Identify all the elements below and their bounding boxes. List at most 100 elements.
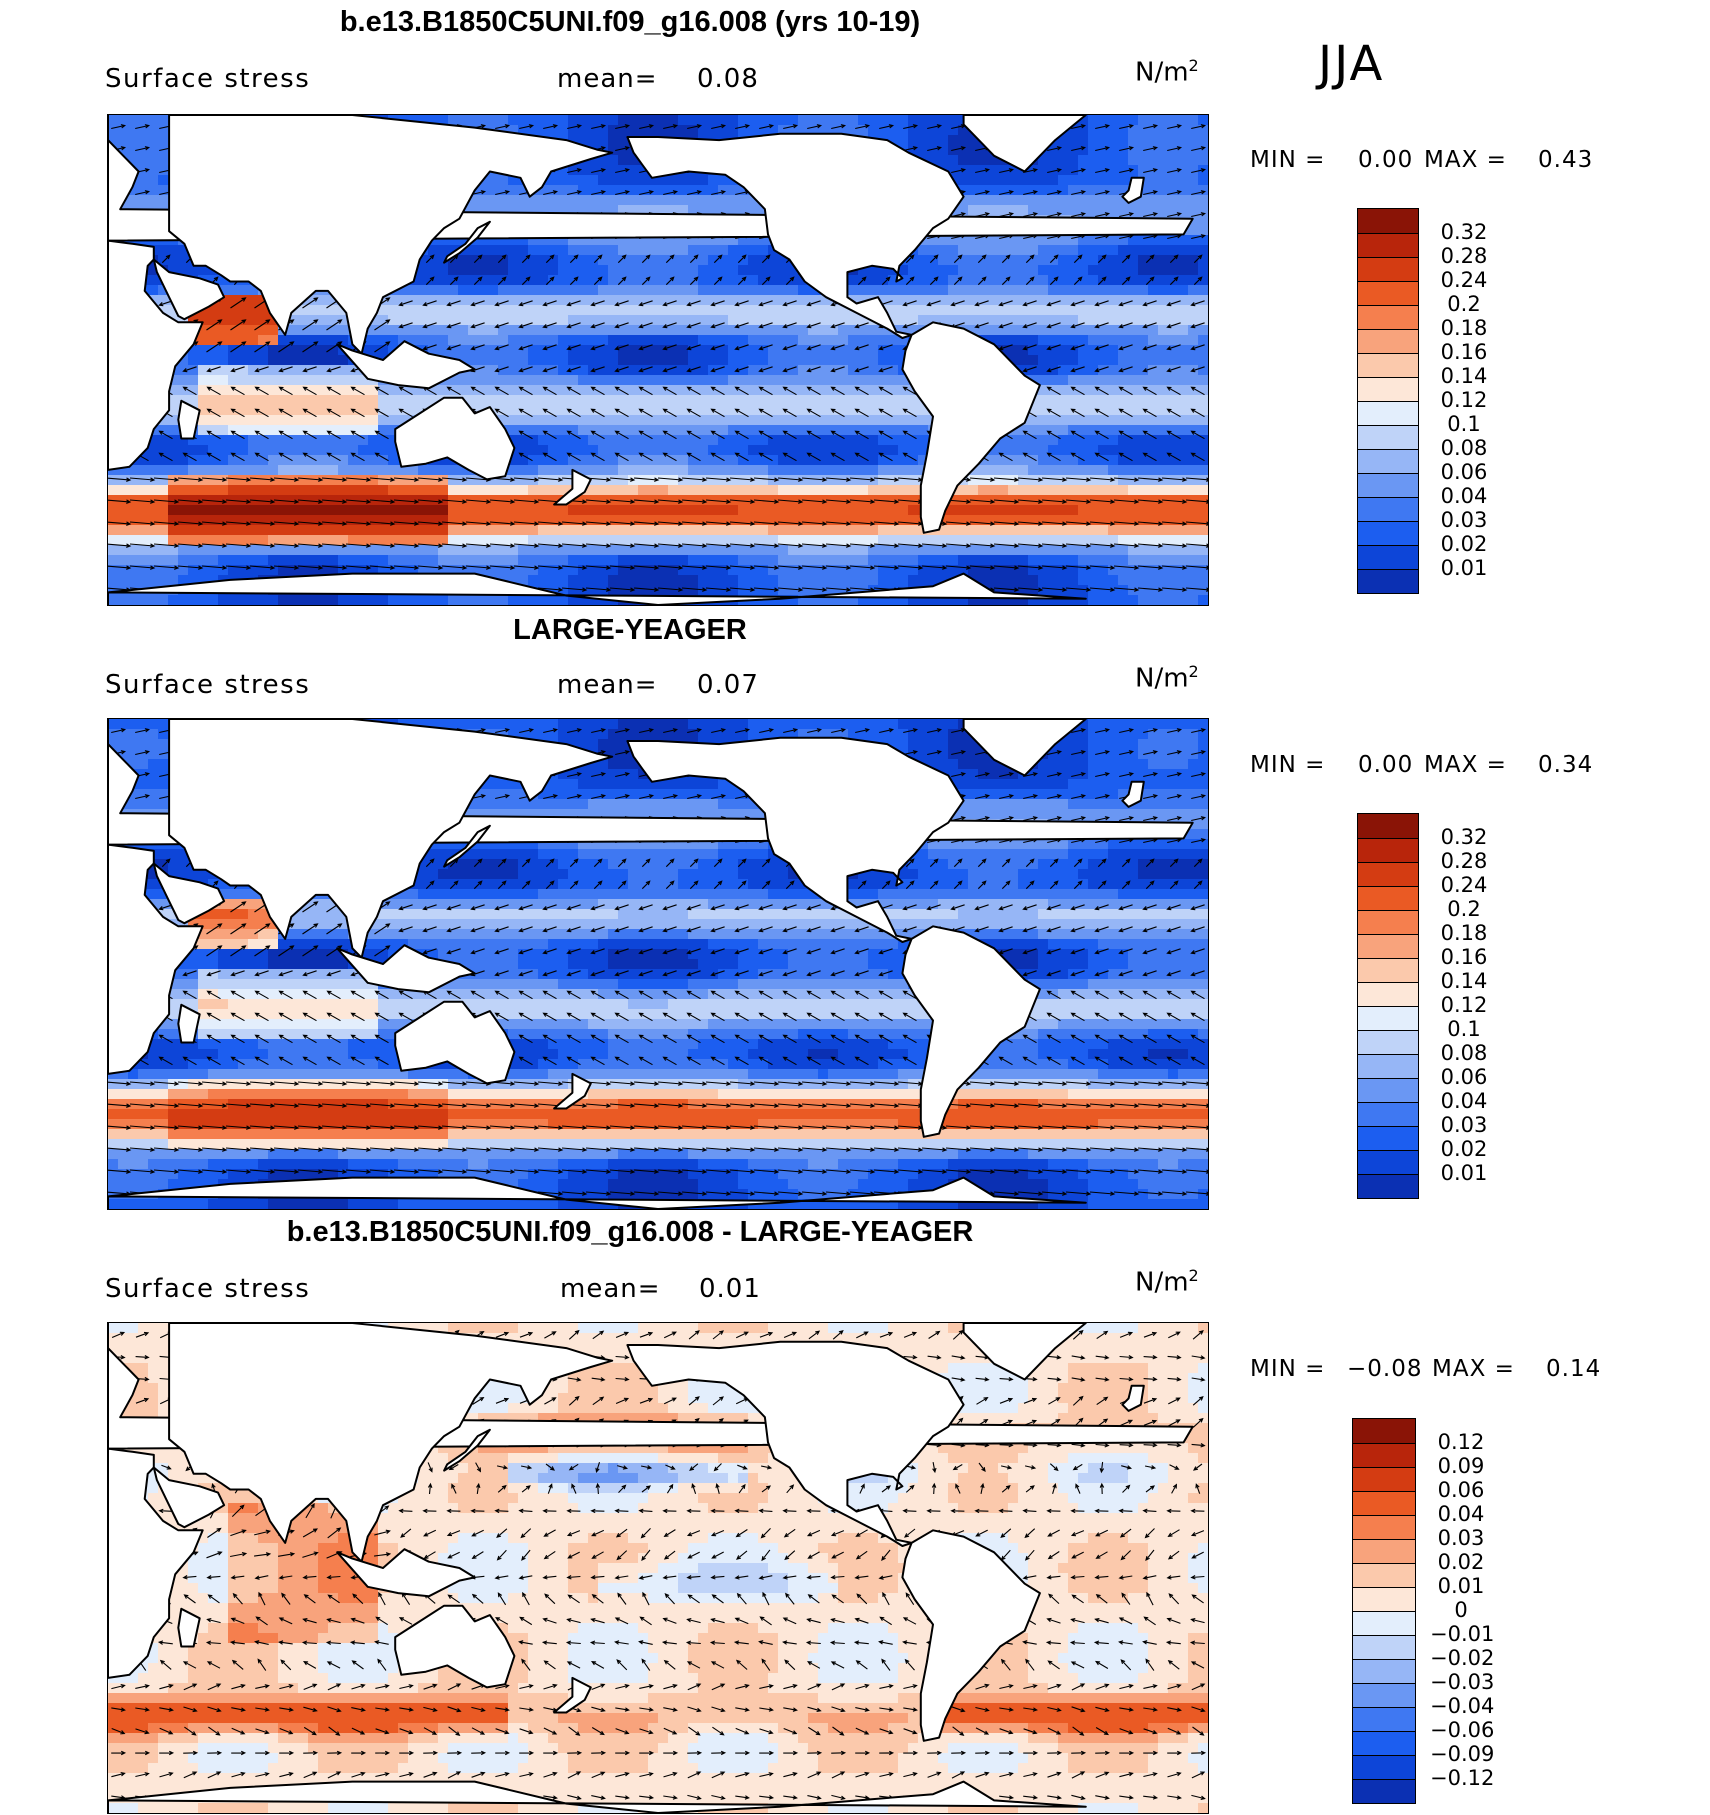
colorbar-swatch <box>1353 1587 1415 1611</box>
colorbar-level-label: 0.03 <box>1440 1113 1488 1137</box>
landmass-asiaMain <box>168 115 614 355</box>
min-label: MIN = <box>1250 147 1326 173</box>
map-frame <box>107 114 1209 606</box>
surface-stress-map <box>108 719 1208 1209</box>
colorbar-level-label: 0.24 <box>1440 873 1488 897</box>
mean-label: mean= <box>557 670 658 700</box>
landmass-australia <box>394 396 516 481</box>
landmass-greenland <box>962 115 1087 173</box>
colorbar-swatch <box>1358 838 1418 862</box>
colorbar-swatch <box>1358 886 1418 910</box>
colorbar-swatch <box>1358 1078 1418 1102</box>
landmass-uk <box>1121 780 1145 808</box>
landmass-nz <box>553 468 592 506</box>
colorbar-swatch <box>1358 934 1418 958</box>
colorbar-level-label: 0.28 <box>1440 244 1488 268</box>
colorbar-level-label: 0.2 <box>1447 897 1481 921</box>
landmass-asia <box>152 258 226 321</box>
colorbar-swatch <box>1358 814 1418 838</box>
min-label: MIN = <box>1250 752 1326 778</box>
colorbar-level-label: 0.06 <box>1440 460 1488 484</box>
colorbar-swatch <box>1353 1707 1415 1731</box>
colorbar-level-label: 0.12 <box>1437 1430 1485 1454</box>
stress-vectors <box>108 124 1208 592</box>
colorbar-swatch <box>1358 1102 1418 1126</box>
colorbar-level-label: 0.08 <box>1440 436 1488 460</box>
min-value: −0.08 <box>1347 1356 1423 1382</box>
colorbar-swatch <box>1358 497 1418 521</box>
landmass-northAmerica <box>626 1340 965 1547</box>
colorbar-swatch <box>1358 281 1418 305</box>
landmass-indonesia <box>336 944 476 994</box>
colorbar-swatch <box>1353 1467 1415 1491</box>
colorbar-level-label: 0.02 <box>1437 1550 1485 1574</box>
colorbar-level-label: 0.14 <box>1440 364 1488 388</box>
colorbar-level-label: 0.08 <box>1440 1041 1488 1065</box>
colorbar-swatch <box>1353 1731 1415 1755</box>
colorbar-swatch <box>1353 1659 1415 1683</box>
colorbar-level-label: 0.14 <box>1440 969 1488 993</box>
colorbar-swatch <box>1358 329 1418 353</box>
colorbar-level-label: 0.18 <box>1440 921 1488 945</box>
landmass-australia <box>394 1604 516 1689</box>
colorbar-level-label: 0.03 <box>1437 1526 1485 1550</box>
landmass-indonesia <box>336 1548 476 1598</box>
colorbar-level-label: −0.02 <box>1430 1646 1495 1670</box>
landmass-greenland <box>962 1323 1087 1381</box>
colorbar-swatch <box>1358 1126 1418 1150</box>
colorbar-level-label: 0.16 <box>1440 945 1488 969</box>
colorbar-level-label: 0.12 <box>1440 993 1488 1017</box>
landmass-northAmerica <box>626 736 965 943</box>
colorbar-level-label: 0.16 <box>1440 340 1488 364</box>
landmass-uk <box>1121 1384 1145 1412</box>
colorbar-level-label: 0.09 <box>1437 1454 1485 1478</box>
panel-title: b.e13.B1850C5UNI.f09_g16.008 - LARGE-YEA… <box>286 1216 974 1248</box>
colorbar-swatch <box>1353 1683 1415 1707</box>
colorbar-swatch <box>1358 305 1418 329</box>
colorbar-swatch <box>1358 353 1418 377</box>
colorbar-swatch <box>1353 1635 1415 1659</box>
landmass-southAmerica <box>901 925 1041 1138</box>
colorbar-swatch <box>1353 1611 1415 1635</box>
colorbar-swatch <box>1353 1563 1415 1587</box>
colorbar-level-label: 0.03 <box>1440 508 1488 532</box>
max-value: 0.14 <box>1546 1356 1602 1382</box>
landmass-antarctica <box>108 572 1087 605</box>
surface-stress-difference-map <box>108 1323 1208 1813</box>
colorbar-swatch <box>1353 1419 1415 1443</box>
colorbar-swatch <box>1358 521 1418 545</box>
season-label: JJA <box>1318 36 1385 92</box>
colorbar-level-label: 0.1 <box>1447 412 1481 436</box>
colorbar-swatch <box>1358 425 1418 449</box>
landmass-southAmerica <box>901 1529 1041 1742</box>
colorbar-level-label: 0.1 <box>1447 1017 1481 1041</box>
min-label: MIN = <box>1250 1356 1326 1382</box>
continents <box>108 719 1194 1209</box>
colorbar-swatch <box>1353 1539 1415 1563</box>
continents <box>108 1323 1194 1813</box>
min-value: 0.00 <box>1358 147 1414 173</box>
map-frame <box>107 1322 1209 1814</box>
landmass-northAmerica <box>626 132 965 339</box>
colorbar-level-label: 0.32 <box>1440 220 1488 244</box>
colorbar-level-label: 0.18 <box>1440 316 1488 340</box>
colorbar-level-label: 0.24 <box>1440 268 1488 292</box>
colorbar-level-label: 0.32 <box>1440 825 1488 849</box>
colorbar-swatch <box>1358 257 1418 281</box>
colorbar-swatch <box>1358 233 1418 257</box>
min-value: 0.00 <box>1358 752 1414 778</box>
colorbar-swatch <box>1358 401 1418 425</box>
colorbar-swatch <box>1353 1515 1415 1539</box>
surface-stress-map <box>108 115 1208 605</box>
colorbar-level-label: 0.01 <box>1437 1574 1485 1598</box>
landmass-africaEurasia <box>108 1323 1194 1679</box>
colorbar-swatch <box>1358 377 1418 401</box>
panel-title: b.e13.B1850C5UNI.f09_g16.008 (yrs 10-19) <box>339 6 921 38</box>
landmass-africaEurasia <box>108 115 1194 471</box>
colorbar <box>1357 208 1419 594</box>
colorbar-level-label: 0.01 <box>1440 556 1488 580</box>
max-value: 0.43 <box>1538 147 1594 173</box>
landmass-southAmerica <box>901 321 1041 534</box>
colorbar-level-label: 0.06 <box>1437 1478 1485 1502</box>
